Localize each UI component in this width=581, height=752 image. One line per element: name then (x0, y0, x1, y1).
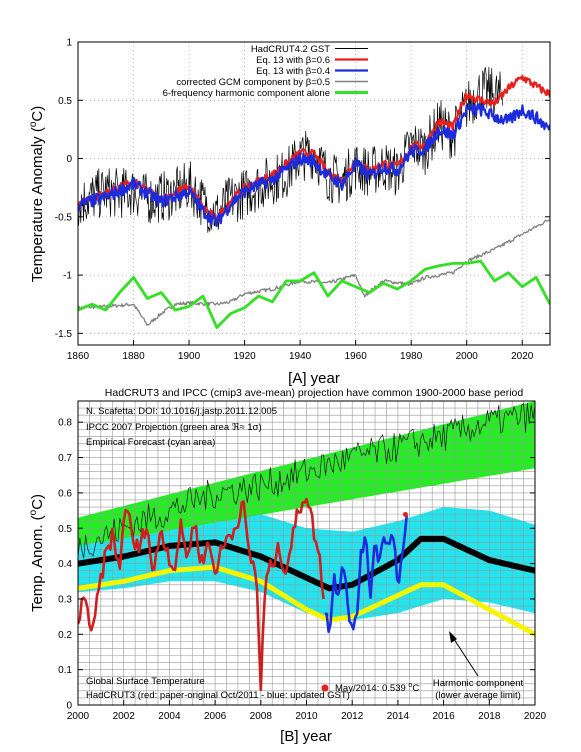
legend-label-beta06: Eq. 13 with β=0.6 (256, 55, 330, 66)
b-x-tick-label-2018: 2018 (478, 711, 501, 722)
b-y-tick-label-2: 0.2 (58, 630, 72, 641)
annotation-ipcc: IPCC 2007 Projection (green area ℜ≈ 1σ) (86, 422, 262, 433)
y-tick-label-5: 1 (66, 38, 72, 49)
panel-b-ticks: 2000 2002 2004 2006 2008 2010 2012 2014 2016 2018… (58, 418, 546, 722)
b-x-tick-label-2002: 2002 (113, 711, 136, 722)
b-y-tick-label-3: 0.3 (58, 594, 72, 605)
annotation-doi: N. Scafetta: DOI: 10.1016/j.jastp.2011.1… (86, 406, 277, 417)
legend-may-2014-marker (321, 684, 329, 692)
panel-b: HadCRUT3 and IPCC (cmip3 ave-mean) proje… (28, 387, 547, 745)
legend-label-harmonic: 6-frequency harmonic component alone (163, 88, 330, 99)
annotation-harmonic-2: (lower average limit) (435, 690, 521, 701)
b-y-tick-label-7: 0.7 (58, 453, 72, 464)
series-hadcrut3-paper-original (78, 497, 325, 692)
b-x-tick-label-2004: 2004 (158, 711, 181, 722)
x-tick-label-2000: 2000 (456, 351, 479, 362)
b-x-tick-label-2000: 2000 (67, 711, 90, 722)
panel-a: 1860 1880 1900 1920 1940 1960 1980 2000 2020 -1.5… (28, 38, 551, 387)
y-tick-label-1: -1 (63, 271, 72, 282)
x-tick-label-1960: 1960 (345, 351, 368, 362)
x-tick-label-1980: 1980 (400, 351, 423, 362)
y-tick-label-4: 0.5 (58, 96, 72, 107)
b-x-tick-label-2012: 2012 (341, 711, 364, 722)
b-x-tick-label-2010: 2010 (295, 711, 318, 722)
b-y-tick-label-5: 0.5 (58, 524, 72, 535)
legend-label-hadcrut: HadCRUT4.2 GST (251, 44, 330, 55)
harmonic-arrow (449, 631, 479, 677)
panel-a-xlabel: [A] year (288, 370, 340, 387)
b-x-tick-label-2016: 2016 (432, 711, 455, 722)
y-tick-label-2: -0.5 (55, 212, 73, 223)
annotation-global-surface: Global Surface Temperature (86, 676, 205, 687)
panel-b-ylabel: Temp. Anom. (oC) (28, 494, 46, 612)
x-tick-label-1860: 1860 (67, 351, 90, 362)
legend-label-beta04: Eq. 13 with β=0.4 (256, 66, 330, 77)
b-y-tick-label-0: 0 (66, 701, 72, 712)
y-tick-label-3: 0 (66, 154, 72, 165)
b-x-tick-label-2006: 2006 (204, 711, 227, 722)
annotation-harmonic-1: Harmonic component (433, 678, 524, 689)
x-tick-label-1940: 1940 (289, 351, 312, 362)
b-x-tick-label-2008: 2008 (250, 711, 273, 722)
b-y-tick-label-6: 0.6 (58, 488, 72, 499)
annotation-empirical: Empirical Forecast (cyan area) (86, 437, 215, 448)
panel-a-legend: HadCRUT4.2 GST Eq. 13 with β=0.6 Eq. 13 … (163, 44, 368, 99)
y-tick-label-0: -1.5 (55, 329, 73, 340)
annotation-hadcrut3: HadCRUT3 (red: paper-original Oct/2011 -… (86, 690, 350, 701)
b-y-tick-label-4: 0.4 (58, 559, 72, 570)
series-hadcrut3-updated (324, 515, 408, 634)
panel-b-series (78, 403, 535, 692)
b-x-tick-label-2020: 2020 (524, 711, 547, 722)
b-y-tick-label-1: 0.1 (58, 665, 72, 676)
panel-b-title: HadCRUT3 and IPCC (cmip3 ave-mean) proje… (105, 387, 524, 399)
series-corrected-gcm-component-by-0-5 (78, 219, 550, 326)
panel-b-xlabel: [B] year (280, 728, 332, 745)
x-tick-label-1900: 1900 (178, 351, 201, 362)
legend-label-gcm: corrected GCM component by β=0.5 (176, 77, 330, 88)
series-ipcc-projection-mean (78, 403, 535, 559)
series-harmonic-lower-limit (78, 564, 535, 637)
annotation-may-2014: May/2014: 0.539 oC (335, 682, 419, 694)
panel-a-ticks: 1860 1880 1900 1920 1940 1960 1980 2000 2020 -1.5… (55, 38, 550, 362)
series-eq-13-with-0-4 (78, 102, 550, 227)
panel-a-series (78, 66, 550, 329)
panel-a-frame (77, 41, 551, 346)
b-y-tick-label-8: 0.8 (58, 418, 72, 429)
b-x-tick-label-2014: 2014 (387, 711, 410, 722)
highlight-point-may-2014 (402, 511, 408, 517)
panel-a-ylabel: Temperature Anomaly (oC) (28, 106, 46, 282)
x-tick-label-2020: 2020 (511, 351, 534, 362)
x-tick-label-1880: 1880 (122, 351, 145, 362)
series-6-frequency-harmonic-component-alone (78, 259, 550, 329)
series-empirical-mean (78, 535, 535, 592)
x-tick-label-1920: 1920 (233, 351, 256, 362)
